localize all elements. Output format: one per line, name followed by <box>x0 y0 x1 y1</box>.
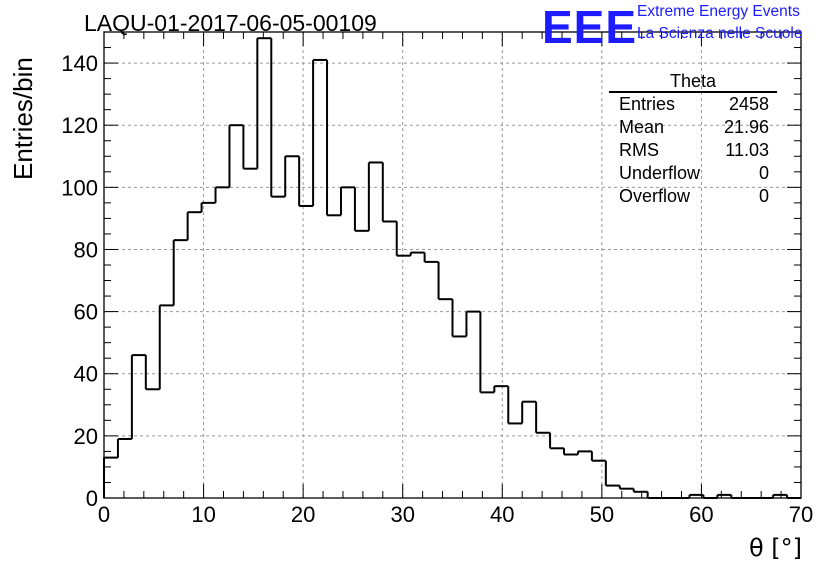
histogram-bin <box>312 58 328 206</box>
stats-box: Theta Entries 2458 Mean 21.96 RMS 11.03 … <box>609 72 777 208</box>
histogram-bin <box>563 448 578 456</box>
y-tick-label: 60 <box>74 300 98 325</box>
histogram-bin <box>103 456 118 498</box>
histogram-bin <box>465 310 481 337</box>
y-tick-label: 80 <box>74 237 98 262</box>
stats-label: Entries <box>619 94 676 114</box>
stats-label: RMS <box>619 140 659 160</box>
x-tick-label: 30 <box>390 502 414 527</box>
histogram-bin <box>479 311 495 394</box>
histogram-bin <box>507 386 523 425</box>
y-axis-label: Entries/bin <box>8 57 38 180</box>
stats-value: 0 <box>758 163 769 183</box>
histogram-bin <box>576 450 592 455</box>
histogram-bin <box>646 491 662 499</box>
histogram-bin <box>367 161 383 231</box>
stats-title: Theta <box>609 72 777 93</box>
axis-ticks <box>103 31 802 499</box>
histogram-bin <box>409 251 425 256</box>
x-tick-label: 0 <box>98 502 110 527</box>
histogram-bin <box>130 354 146 439</box>
y-tick-label: 100 <box>61 175 98 200</box>
histogram-bin <box>228 124 244 188</box>
histogram-bin <box>339 186 355 216</box>
histogram-bin <box>437 261 453 301</box>
x-tick-label: 10 <box>191 502 215 527</box>
y-tick-label: 0 <box>86 486 98 511</box>
histogram-bin <box>395 221 411 257</box>
histogram-bin <box>256 37 272 169</box>
stats-label: Mean <box>619 117 665 137</box>
x-tick-label: 50 <box>590 502 614 527</box>
stats-row-entries: Entries 2458 <box>609 93 777 116</box>
x-tick-label: 20 <box>291 502 315 527</box>
stats-value: 11.03 <box>725 140 769 160</box>
y-tick-label: 120 <box>61 113 98 138</box>
histogram-bin <box>590 451 606 462</box>
stats-label: Overflow <box>619 186 691 206</box>
histogram-bin <box>423 252 439 263</box>
histogram-bin <box>298 156 314 207</box>
stats-row-rms: RMS 11.03 <box>609 139 777 162</box>
histogram-bin <box>284 155 300 197</box>
histogram-bin <box>549 432 565 450</box>
stats-row-underflow: Underflow 0 <box>609 162 777 185</box>
histogram-bin <box>144 355 160 391</box>
histogram-bin <box>158 304 174 390</box>
logo-subtitle-line2: La Scienza nelle Scuole <box>637 25 803 42</box>
histogram-bin <box>604 460 620 487</box>
histogram-bin <box>535 401 551 434</box>
histogram-bin <box>353 187 369 232</box>
histogram-bin <box>521 400 537 424</box>
histogram-bin <box>172 239 188 306</box>
histogram-bin <box>451 299 467 338</box>
tick-labels: 0 10 20 30 40 50 60 70 0 20 40 60 80 100 120 140 <box>61 51 813 527</box>
histogram-bin <box>326 59 341 217</box>
y-tick-label: 20 <box>74 424 98 449</box>
eee-logo: EEE <box>542 1 638 53</box>
histogram-bin <box>186 211 202 241</box>
histogram-bin <box>242 125 258 170</box>
histogram-bin <box>618 485 634 490</box>
x-axis-label: θ [°] <box>748 534 802 562</box>
stats-row-mean: Mean 21.96 <box>609 116 777 139</box>
y-tick-label: 40 <box>74 362 98 387</box>
x-tick-label: 60 <box>689 502 713 527</box>
histogram-bin <box>270 38 286 198</box>
x-tick-label: 70 <box>789 502 813 527</box>
stats-row-overflow: Overflow 0 <box>609 185 777 208</box>
stats-label: Underflow <box>619 163 701 183</box>
stats-value: 0 <box>758 186 769 206</box>
stats-value: 2458 <box>728 94 769 114</box>
chart-title: LAQU-01-2017-06-05-00109 <box>84 10 377 36</box>
histogram-bin <box>632 488 648 493</box>
histogram-bin <box>381 162 397 223</box>
stats-value: 21.96 <box>723 117 769 137</box>
histogram-bin <box>214 186 230 203</box>
histogram-bin <box>116 437 132 458</box>
x-tick-label: 40 <box>490 502 514 527</box>
histogram-bin <box>493 385 509 393</box>
y-tick-label: 140 <box>61 51 98 76</box>
histogram-bin <box>200 201 216 213</box>
logo-subtitle-line1: Extreme Energy Events <box>637 3 800 20</box>
